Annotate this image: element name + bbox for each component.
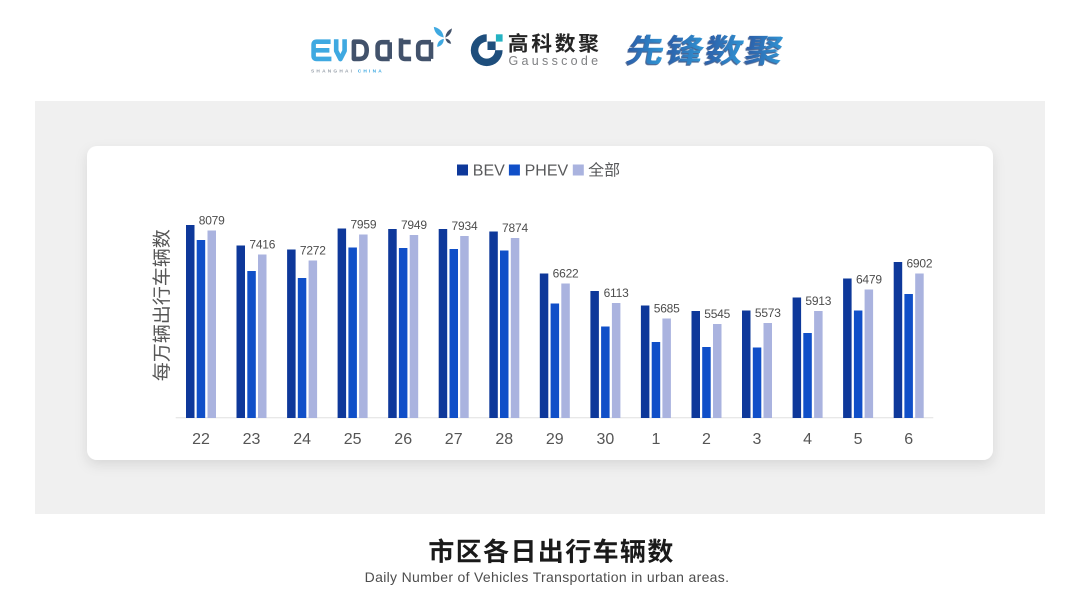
svg-text:26: 26	[394, 431, 412, 448]
svg-text:6113: 6113	[604, 286, 630, 300]
svg-text:1: 1	[651, 431, 660, 448]
svg-text:27: 27	[445, 431, 463, 448]
svg-text:25: 25	[344, 431, 362, 448]
svg-text:Daily Number of Vehicles Trans: Daily Number of Vehicles Transportation …	[365, 569, 730, 585]
svg-text:22: 22	[192, 431, 210, 448]
svg-text:6622: 6622	[553, 267, 579, 281]
svg-text:30: 30	[597, 431, 615, 448]
svg-text:6902: 6902	[906, 257, 932, 271]
svg-text:5: 5	[854, 431, 863, 448]
svg-text:28: 28	[495, 431, 513, 448]
svg-text:SHANGHAI CHINA: SHANGHAI CHINA	[311, 69, 384, 75]
svg-text:BEV: BEV	[473, 163, 505, 180]
svg-text:5685: 5685	[654, 302, 680, 316]
svg-text:3: 3	[753, 431, 762, 448]
svg-text:4: 4	[803, 431, 812, 448]
svg-text:6479: 6479	[856, 273, 882, 287]
svg-text:7416: 7416	[249, 238, 275, 252]
svg-text:7949: 7949	[401, 218, 427, 232]
svg-text:PHEV: PHEV	[525, 163, 569, 180]
svg-text:5573: 5573	[755, 306, 781, 320]
svg-text:Gausscode: Gausscode	[509, 54, 602, 68]
svg-text:5545: 5545	[704, 307, 730, 321]
svg-text:2: 2	[702, 431, 711, 448]
svg-text:5913: 5913	[805, 294, 831, 308]
svg-text:24: 24	[293, 431, 311, 448]
svg-text:23: 23	[243, 431, 261, 448]
svg-text:7934: 7934	[452, 219, 478, 233]
svg-text:7272: 7272	[300, 244, 326, 258]
svg-text:8079: 8079	[199, 214, 225, 228]
svg-text:6: 6	[904, 431, 913, 448]
svg-text:7874: 7874	[502, 221, 528, 235]
svg-text:29: 29	[546, 431, 564, 448]
svg-text:7959: 7959	[350, 218, 376, 232]
